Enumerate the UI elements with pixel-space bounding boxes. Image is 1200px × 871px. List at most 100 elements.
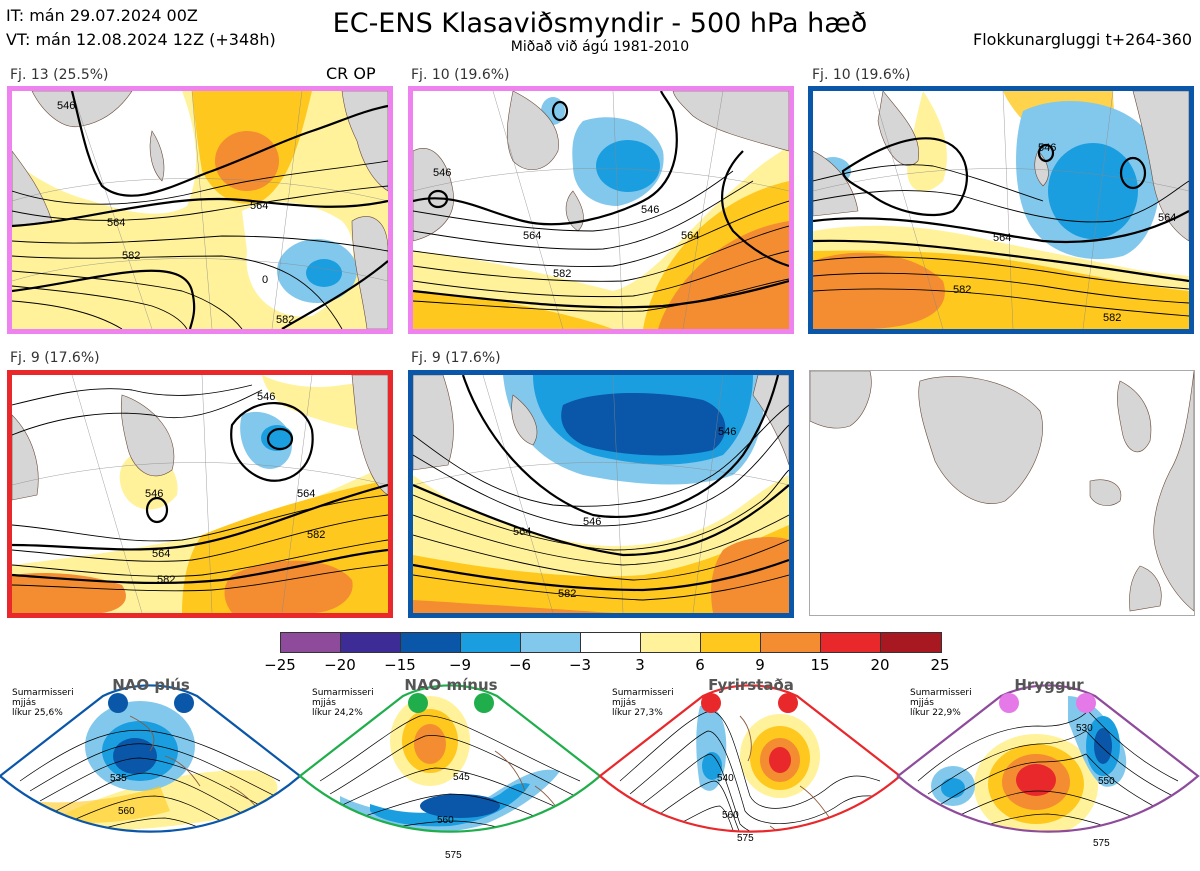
colorbar-bin: [521, 633, 581, 652]
colorbar-tick: 25: [930, 656, 950, 674]
regime-probability: líkur 22,9%: [910, 708, 961, 718]
regime-contour-label: 530: [1076, 723, 1093, 734]
cluster-window: Flokkunargluggi t+264-360: [973, 30, 1192, 49]
contour-label: 546: [433, 167, 451, 179]
regime-name: NAO mínus: [404, 676, 498, 694]
colorbar-bin: [341, 633, 401, 652]
contour-label: 582: [157, 574, 175, 586]
contour-label: 564: [152, 548, 170, 560]
regime-name: NAO plús: [112, 676, 190, 694]
panel-2-label: Fj. 10 (19.6%): [411, 67, 510, 83]
cluster-map-4: 546 546 564 564 582 582: [7, 370, 393, 618]
contour-label: 564: [523, 230, 541, 242]
regime-contour-label: 560: [437, 815, 454, 826]
regime-contour-label: 560: [722, 810, 739, 821]
contour-label: 582: [953, 284, 971, 296]
colorbar-tick: 6: [695, 656, 705, 674]
regime-season: Sumarmisseri: [12, 688, 74, 698]
panel-1-tag: CR OP: [326, 64, 376, 83]
valid-time: VT: mán 12.08.2024 12Z (+348h): [6, 30, 276, 49]
contour-label: 564: [681, 230, 699, 242]
contour-label: 582: [122, 250, 140, 262]
colorbar-bin: [821, 633, 881, 652]
regime-season-code: mjjás: [312, 698, 336, 708]
contour-label: 582: [553, 268, 571, 280]
colorbar-tick: −9: [448, 656, 472, 674]
contour-label: 564: [250, 200, 268, 212]
panel-4-label: Fj. 9 (17.6%): [10, 350, 100, 366]
contour-label: 546: [57, 100, 75, 112]
colorbar-tick: −25: [264, 656, 296, 674]
page-subtitle: Miðað við ágú 1981-2010: [510, 39, 690, 55]
colorbar-tick: 9: [755, 656, 765, 674]
regime-season: Sumarmisseri: [910, 688, 972, 698]
colorbar-bin: [761, 633, 821, 652]
panel-5-label: Fj. 9 (17.6%): [411, 350, 501, 366]
regime-info: Sumarmisseri mjjás líkur 25,6%: [12, 688, 74, 718]
contour-label: 546: [1038, 142, 1056, 154]
colorbar-tick: −6: [508, 656, 532, 674]
colorbar-labels: −25 −20 −15 −9 −6 −3 3 6 9 15 20 25: [0, 656, 1200, 674]
regime-info: Sumarmisseri mjjás líkur 22,9%: [910, 688, 972, 718]
contour-label: 582: [307, 529, 325, 541]
regime-season-code: mjjás: [612, 698, 636, 708]
regime-contour-label: 575: [737, 833, 754, 844]
colorbar-tick: 3: [635, 656, 645, 674]
regime-probability: líkur 24,2%: [312, 708, 363, 718]
regime-season: Sumarmisseri: [312, 688, 374, 698]
contour-label: 546: [257, 391, 275, 403]
regime-contour-label: 550: [1098, 776, 1115, 787]
colorbar-bin: [401, 633, 461, 652]
regime-ridge: 530 550 575 Hryggur Sumarmisseri mjjás l…: [896, 676, 1200, 871]
contour-label: 582: [558, 588, 576, 600]
colorbar-bin: [281, 633, 341, 652]
regime-blocking: 540 560 575 Fyrirstaða Sumarmisseri mjjá…: [598, 676, 902, 871]
regime-contour-label: 560: [118, 806, 135, 817]
anomaly-colorbar: [280, 632, 942, 653]
panel-1-label: Fj. 13 (25.5%): [10, 67, 109, 83]
colorbar-bin: [701, 633, 761, 652]
colorbar-bin: [461, 633, 521, 652]
colorbar-tick: −20: [324, 656, 356, 674]
cluster-map-1: 546 564 564 582 0 582: [7, 86, 393, 334]
colorbar-bin: [881, 633, 941, 652]
regime-probability: líkur 27,3%: [612, 708, 663, 718]
cluster-map-6-empty: [809, 370, 1195, 616]
contour-label: 582: [1103, 312, 1121, 324]
colorbar-tick: 15: [810, 656, 830, 674]
page-title: EC-ENS Klasaviðsmyndir - 500 hPa hæð: [332, 8, 868, 39]
regime-probability: líkur 25,6%: [12, 708, 63, 718]
regime-nao-plus: 535 560 NAO plús Sumarmisseri mjjás líku…: [0, 676, 302, 871]
colorbar-bin: [581, 633, 641, 652]
contour-label: 564: [513, 526, 531, 538]
regime-contour-label: 540: [717, 773, 734, 784]
contour-label: 546: [583, 516, 601, 528]
contour-label: 564: [107, 217, 125, 229]
contour-label: 564: [297, 488, 315, 500]
colorbar-tick: −15: [384, 656, 416, 674]
regime-contour-label: 545: [453, 772, 470, 783]
regime-name: Fyrirstaða: [708, 676, 794, 694]
contour-label: 546: [718, 426, 736, 438]
colorbar-bin: [641, 633, 701, 652]
regime-season-code: mjjás: [910, 698, 934, 708]
colorbar-tick: −3: [568, 656, 592, 674]
contour-label: 0: [262, 274, 268, 286]
contour-label: 546: [145, 488, 163, 500]
contour-label: 564: [1158, 212, 1176, 224]
regime-contour-label: 535: [110, 773, 127, 784]
regime-contour-label: 575: [445, 850, 462, 861]
cluster-map-2: 546 546 564 564 582: [408, 86, 794, 334]
colorbar-tick: 20: [870, 656, 890, 674]
regime-name: Hryggur: [1014, 676, 1084, 694]
regime-season-code: mjjás: [12, 698, 36, 708]
cluster-map-3: 546 564 582 582 564: [808, 86, 1194, 334]
initial-time: IT: mán 29.07.2024 00Z: [6, 6, 198, 25]
regime-contour-label: 575: [1093, 838, 1110, 849]
cluster-map-5: 546 564 582 546: [408, 370, 794, 618]
contour-label: 564: [993, 232, 1011, 244]
regime-nao-minus: 545 560 575 NAO mínus Sumarmisseri mjjás…: [298, 676, 602, 871]
contour-label: 546: [641, 204, 659, 216]
regime-season: Sumarmisseri: [612, 688, 674, 698]
contour-label: 582: [276, 314, 294, 326]
